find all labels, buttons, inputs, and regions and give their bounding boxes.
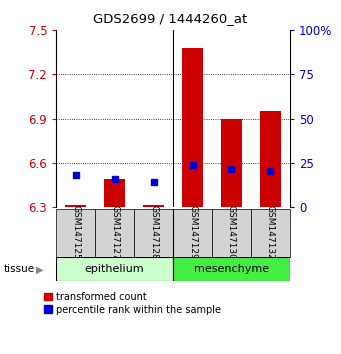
Bar [56,209,95,257]
Text: GDS2699 / 1444260_at: GDS2699 / 1444260_at [93,12,248,25]
Bar [104,179,125,207]
Bar [173,209,212,257]
Text: ▶: ▶ [36,264,43,274]
Text: tissue: tissue [3,264,34,274]
Bar [212,209,251,257]
Bar [143,205,164,207]
Text: GSM147129: GSM147129 [188,205,197,260]
Bar [260,111,281,207]
Bar [65,205,86,207]
Text: GSM147127: GSM147127 [110,205,119,260]
Bar [134,209,173,257]
Text: mesenchyme: mesenchyme [194,264,269,274]
Bar [56,257,173,281]
Bar [182,48,203,207]
Bar [221,119,242,207]
Bar [95,209,134,257]
Text: epithelium: epithelium [85,264,145,274]
Text: GSM147125: GSM147125 [71,205,80,260]
Legend: transformed count, percentile rank within the sample: transformed count, percentile rank withi… [44,292,221,314]
Bar [251,209,290,257]
Text: GSM147132: GSM147132 [266,205,275,260]
Text: GSM147130: GSM147130 [227,205,236,260]
Text: GSM147128: GSM147128 [149,205,158,260]
Bar [173,257,290,281]
